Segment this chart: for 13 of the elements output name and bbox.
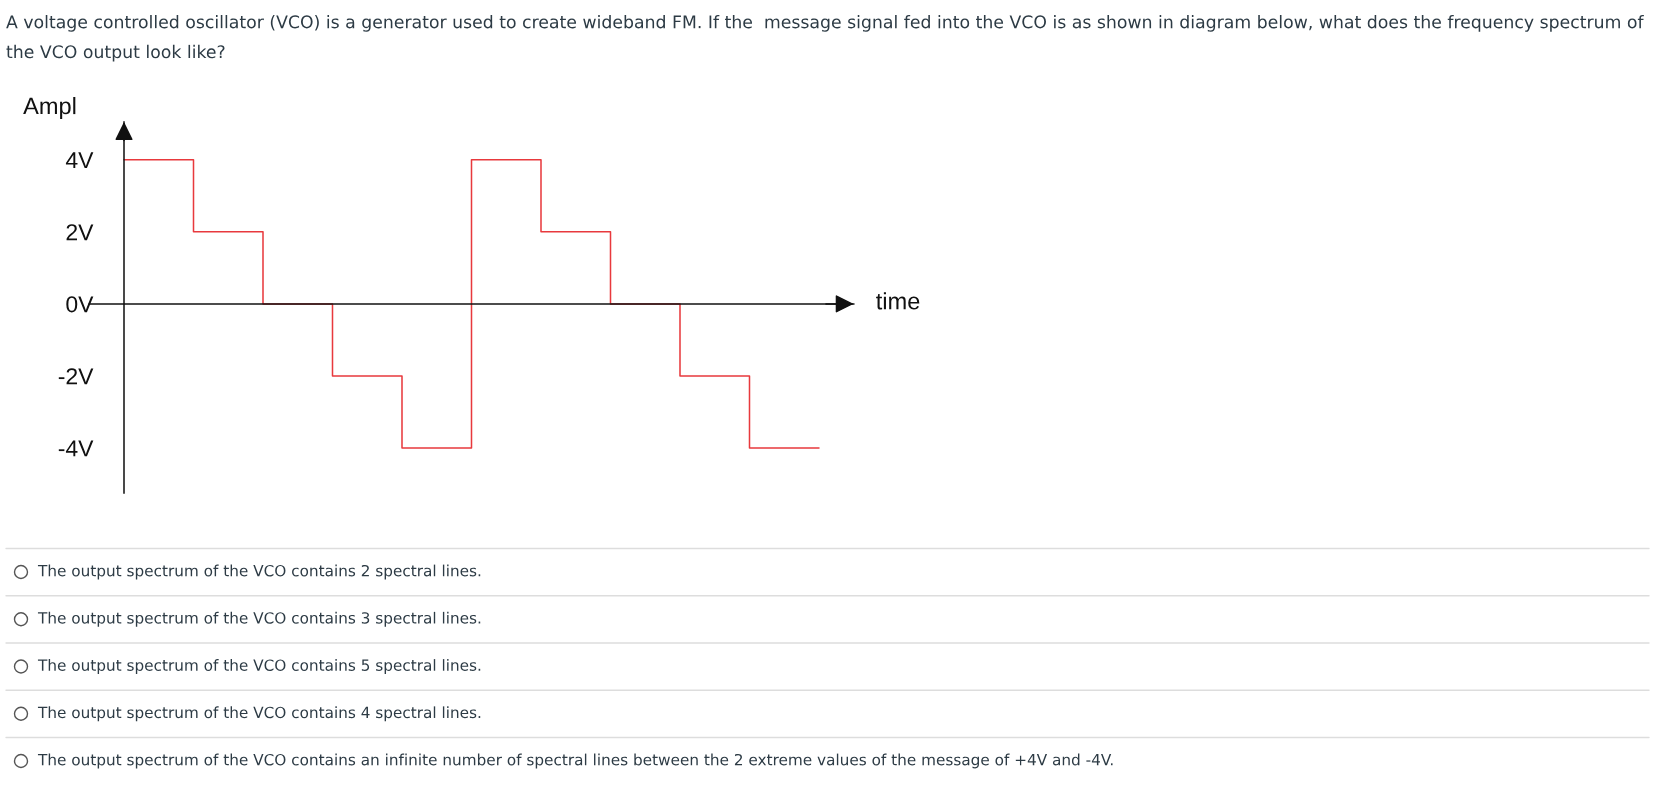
y-tick-label: -4V xyxy=(58,440,94,457)
y-tick-label: 2V xyxy=(66,224,94,241)
text: The output spectrum of the VCO contains 2 spectral lines. xyxy=(37,564,481,580)
text: The output spectrum of the VCO contains an infinite number of spectral lines between the 2 extreme values of the message of +4V and -4V. xyxy=(37,753,1113,769)
x-axis-title: time xyxy=(876,292,920,310)
text: The output spectrum of the VCO contains 5 spectral lines. xyxy=(37,659,481,674)
y-tick-label: 0V xyxy=(66,296,94,313)
y-tick-label: -2V xyxy=(58,368,94,385)
y-axis-title: Ampl xyxy=(23,97,76,119)
text: The output spectrum of the VCO contains 4 spectral lines. xyxy=(37,706,481,722)
chart-title: A voltage controlled oscillator (VCO) is a generator used to create wideband FM. If the message signal fed into the VCO is as shown in diagram below, what does the frequency spectrum of the VCO output look like? xyxy=(6,15,1644,62)
text: The output spectrum of the VCO contains 3 spectral lines. xyxy=(37,611,481,627)
y-tick-label: 4V xyxy=(65,152,94,169)
